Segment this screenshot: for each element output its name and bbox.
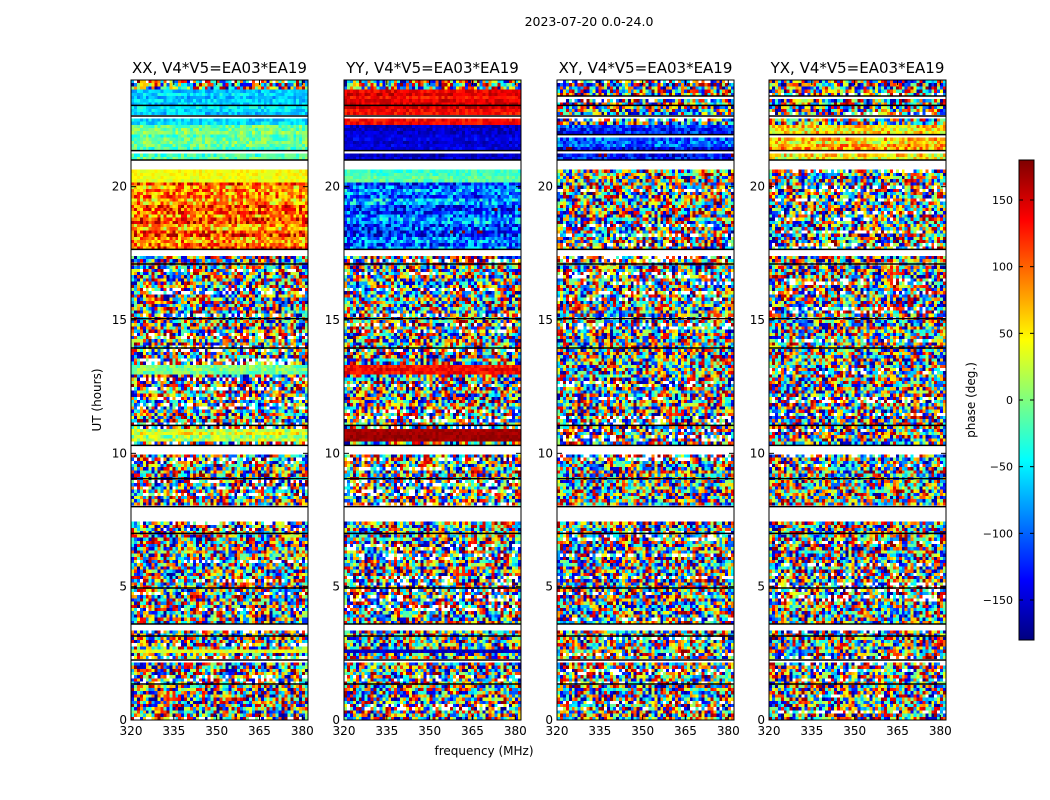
panel-3: XY, V4*V5=EA03*EA19 320 335 350 365 380 0 5 10 15…: [538, 59, 740, 738]
colorbar-tick-label: 100: [992, 261, 1013, 274]
x-tick-label: 380: [291, 724, 314, 738]
y-tick-label: 0: [545, 713, 553, 727]
x-tick-label: 320: [120, 724, 143, 738]
x-tick-label: 320: [546, 724, 569, 738]
colorbar-tick-label: −150: [983, 594, 1013, 607]
colorbar: −150 −100 −50 0 50 100 150 phase (deg.): [964, 159, 1035, 641]
x-tick-label: 350: [843, 724, 866, 738]
panel-frame: [343, 79, 522, 721]
y-tick-label: 20: [750, 180, 765, 194]
panels: XX, V4*V5=EA03*EA19 320 335 350 365 380 0 5 10 15…: [112, 59, 952, 738]
panel-title: YX, V4*V5=EA03*EA19: [770, 59, 945, 77]
y-tick-label: 10: [538, 446, 553, 460]
y-tick-label: 10: [750, 446, 765, 460]
y-tick-label: 5: [545, 580, 553, 594]
suptitle: 2023-07-20 0.0-24.0: [525, 14, 654, 29]
panel-2: YY, V4*V5=EA03*EA19 320 335 350 365 380 0 5 10 15…: [325, 59, 527, 738]
x-tick-label: 350: [631, 724, 654, 738]
phase-heatmap: [769, 80, 946, 720]
y-tick-label: 20: [112, 180, 127, 194]
y-tick-label: 15: [112, 313, 127, 327]
panel-1: XX, V4*V5=EA03*EA19 320 335 350 365 380 0 5 10 15…: [112, 59, 314, 738]
y-tick-label: 5: [332, 580, 340, 594]
y-tick-label: 15: [325, 313, 340, 327]
panel-frame: [768, 79, 947, 721]
panel-title: XX, V4*V5=EA03*EA19: [132, 59, 307, 77]
x-tick-label: 335: [800, 724, 823, 738]
x-tick-label: 335: [588, 724, 611, 738]
x-tick-label: 365: [461, 724, 484, 738]
panel-frame: [556, 79, 735, 721]
colorbar-tick-label: −100: [983, 527, 1013, 540]
y-axis-label: UT (hours): [90, 368, 104, 431]
x-tick-label: 350: [418, 724, 441, 738]
x-tick-label: 350: [205, 724, 228, 738]
y-tick-label: 5: [757, 580, 765, 594]
y-tick-label: 5: [119, 580, 127, 594]
x-tick-label: 320: [333, 724, 356, 738]
y-tick-label: 20: [538, 180, 553, 194]
y-tick-label: 0: [757, 713, 765, 727]
panel-4: YX, V4*V5=EA03*EA19 320 335 350 365 380 0 5 10 15…: [750, 59, 952, 738]
colorbar-tick-label: 0: [1006, 394, 1013, 407]
colorbar-tick-label: 150: [992, 194, 1013, 207]
x-tick-label: 335: [375, 724, 398, 738]
panel-title: XY, V4*V5=EA03*EA19: [559, 59, 733, 77]
panel-frame: [130, 79, 309, 721]
x-tick-label: 335: [162, 724, 185, 738]
x-tick-label: 380: [717, 724, 740, 738]
colorbar-ticks: −150 −100 −50 0 50 100 150: [983, 194, 1034, 607]
phase-heatmap: [344, 80, 521, 720]
y-tick-label: 15: [750, 313, 765, 327]
x-tick-label: 365: [248, 724, 271, 738]
colorbar-tick-label: −50: [990, 461, 1013, 474]
x-tick-label: 380: [929, 724, 952, 738]
y-tick-label: 0: [119, 713, 127, 727]
y-tick-label: 10: [112, 446, 127, 460]
panel-title: YY, V4*V5=EA03*EA19: [345, 59, 519, 77]
x-tick-label: 365: [886, 724, 909, 738]
phase-heatmap: [557, 80, 734, 720]
phase-heatmap: [131, 80, 308, 720]
y-tick-label: 10: [325, 446, 340, 460]
y-tick-label: 20: [325, 180, 340, 194]
x-axis-label: frequency (MHz): [434, 744, 533, 758]
x-tick-label: 320: [758, 724, 781, 738]
colorbar-label: phase (deg.): [964, 362, 978, 438]
y-tick-label: 15: [538, 313, 553, 327]
colorbar-tick-label: 50: [999, 327, 1013, 340]
y-tick-label: 0: [332, 713, 340, 727]
x-tick-label: 380: [504, 724, 527, 738]
x-tick-label: 365: [674, 724, 697, 738]
